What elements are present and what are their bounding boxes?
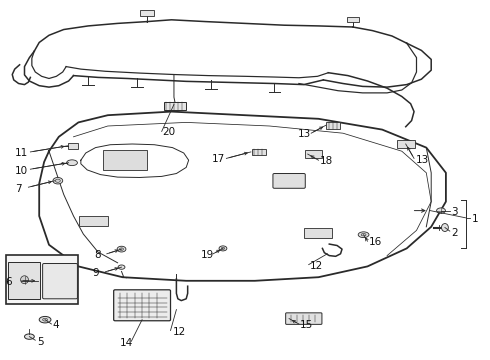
Text: 17: 17 <box>212 154 225 164</box>
Text: 12: 12 <box>172 327 186 337</box>
Text: 5: 5 <box>37 337 44 347</box>
Ellipse shape <box>24 334 34 339</box>
Text: 9: 9 <box>92 268 99 278</box>
Ellipse shape <box>221 247 225 249</box>
Text: 4: 4 <box>53 320 60 330</box>
Ellipse shape <box>21 276 28 284</box>
Text: 15: 15 <box>300 320 313 330</box>
FancyBboxPatch shape <box>286 313 322 324</box>
FancyBboxPatch shape <box>68 143 78 149</box>
Ellipse shape <box>117 246 126 252</box>
FancyBboxPatch shape <box>326 122 340 129</box>
FancyBboxPatch shape <box>79 216 108 226</box>
Ellipse shape <box>53 177 63 184</box>
Ellipse shape <box>441 224 448 231</box>
FancyBboxPatch shape <box>305 150 322 158</box>
Ellipse shape <box>43 318 48 321</box>
Text: 14: 14 <box>120 338 133 348</box>
Text: 19: 19 <box>201 249 214 260</box>
Ellipse shape <box>55 179 60 182</box>
Ellipse shape <box>120 248 123 251</box>
Ellipse shape <box>219 246 227 251</box>
FancyBboxPatch shape <box>164 102 186 110</box>
Text: 1: 1 <box>472 214 479 224</box>
FancyBboxPatch shape <box>347 17 359 22</box>
FancyBboxPatch shape <box>6 255 78 304</box>
Ellipse shape <box>118 265 125 269</box>
FancyBboxPatch shape <box>252 149 266 155</box>
Text: 18: 18 <box>319 156 333 166</box>
Ellipse shape <box>67 160 77 166</box>
Text: 12: 12 <box>310 261 323 271</box>
Text: 11: 11 <box>15 148 28 158</box>
Text: 2: 2 <box>451 228 458 238</box>
Text: 10: 10 <box>15 166 28 176</box>
FancyBboxPatch shape <box>304 228 332 238</box>
Text: 7: 7 <box>15 184 22 194</box>
Text: 8: 8 <box>94 249 101 260</box>
FancyBboxPatch shape <box>273 174 305 188</box>
FancyBboxPatch shape <box>103 150 147 170</box>
Ellipse shape <box>39 316 51 323</box>
Text: 3: 3 <box>451 207 458 217</box>
Ellipse shape <box>358 232 369 238</box>
Text: 20: 20 <box>163 127 176 138</box>
Text: 13: 13 <box>298 129 311 139</box>
Ellipse shape <box>361 234 366 236</box>
FancyBboxPatch shape <box>8 262 40 299</box>
Text: 16: 16 <box>368 237 382 247</box>
FancyBboxPatch shape <box>140 10 154 16</box>
FancyBboxPatch shape <box>114 290 171 321</box>
Ellipse shape <box>437 208 445 213</box>
FancyBboxPatch shape <box>397 140 415 148</box>
Text: 13: 13 <box>416 155 429 165</box>
Text: 6: 6 <box>5 276 12 287</box>
FancyBboxPatch shape <box>43 264 77 299</box>
